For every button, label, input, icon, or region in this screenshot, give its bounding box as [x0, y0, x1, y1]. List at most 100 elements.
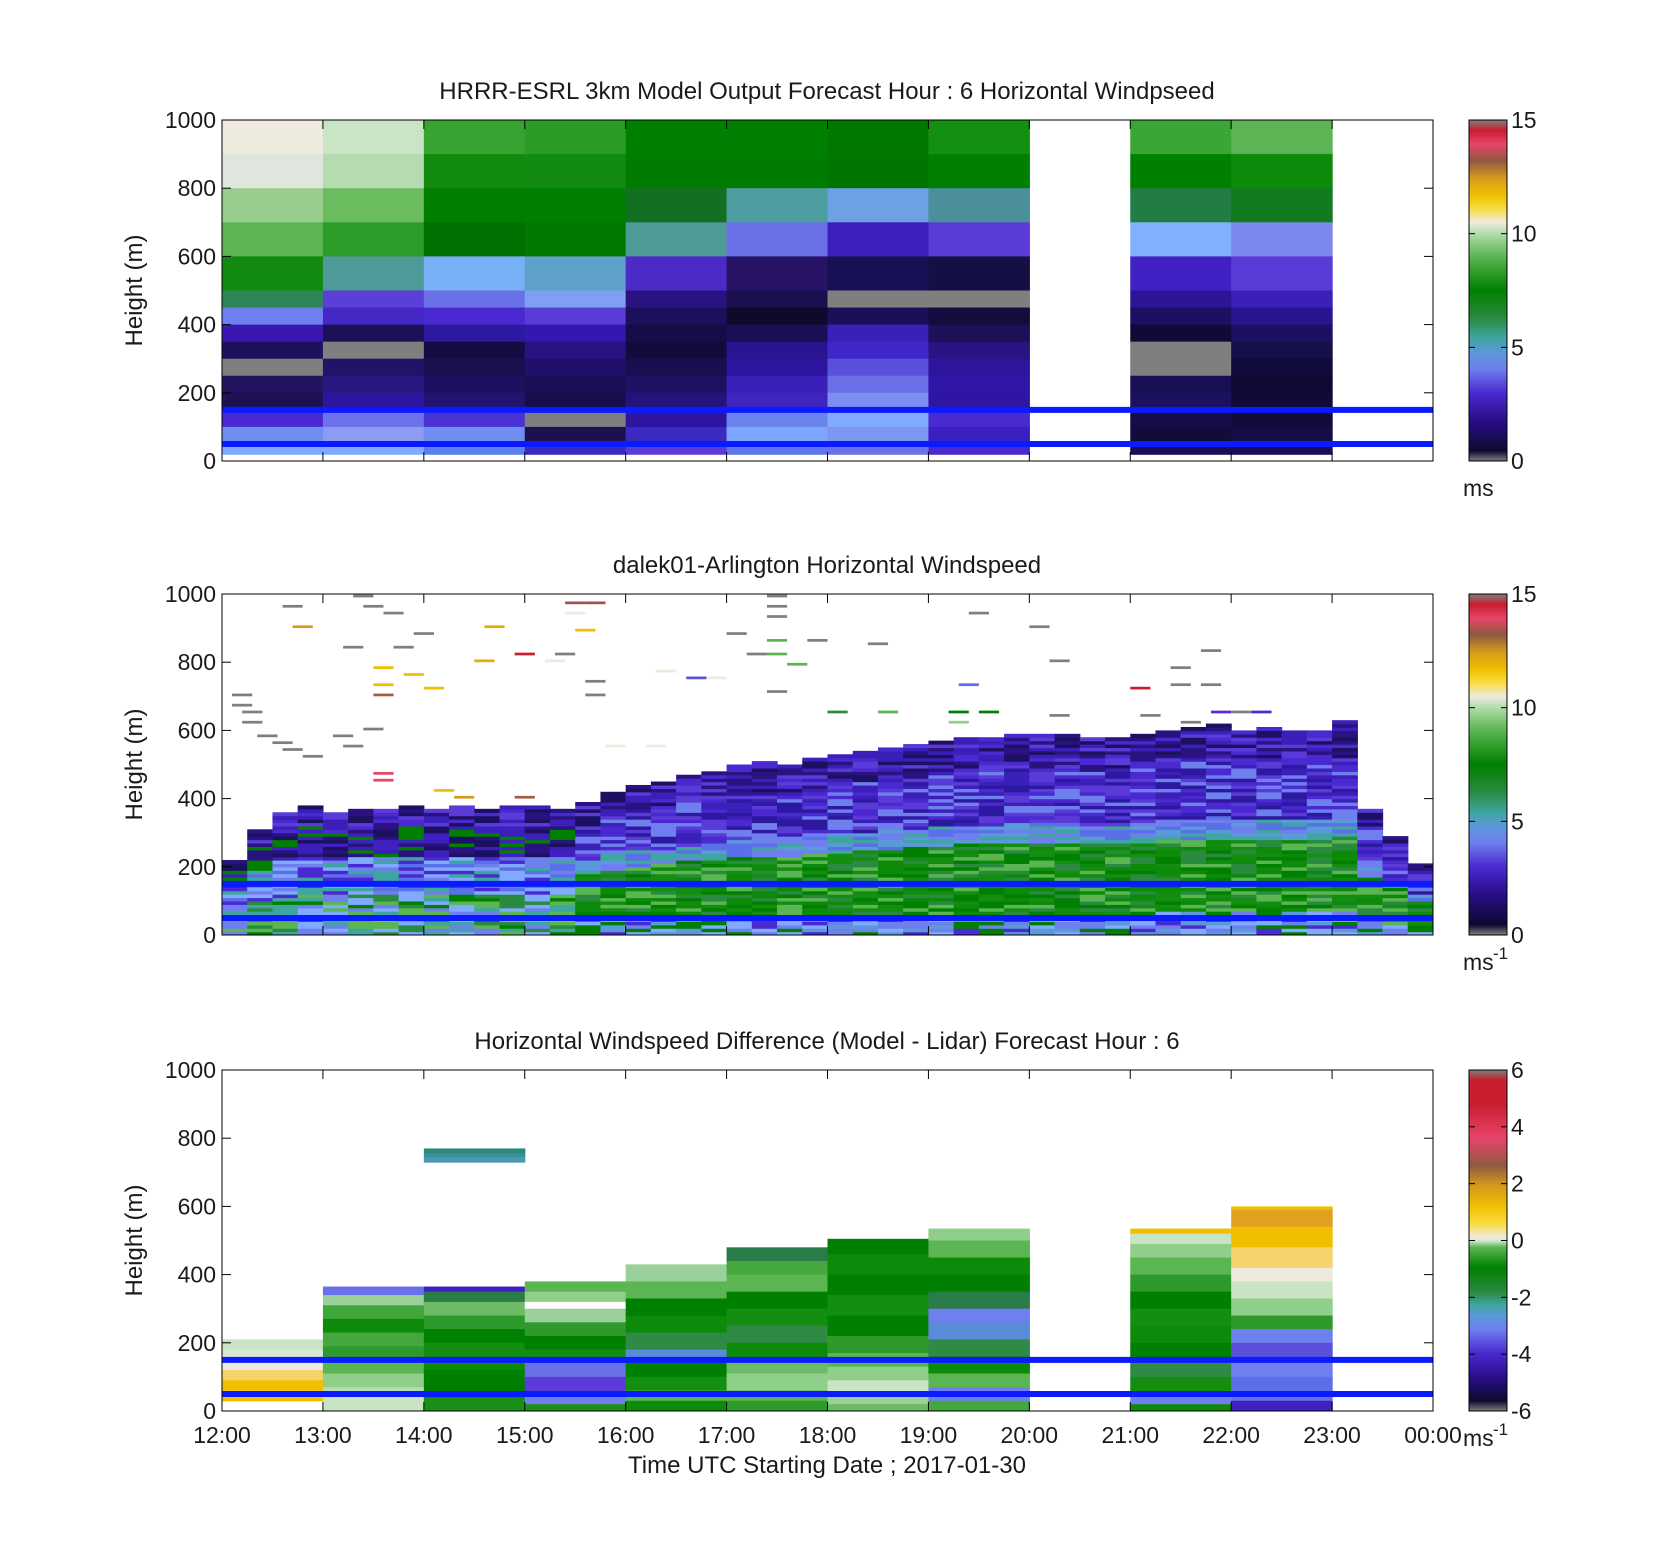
- heatmap-cell: [247, 853, 274, 858]
- heatmap-cell: [701, 778, 728, 783]
- heatmap-cell: [297, 856, 324, 861]
- heatmap-cell: [423, 1286, 526, 1293]
- heatmap-cell: [1205, 740, 1232, 745]
- heatmap-cell: [625, 866, 652, 871]
- heatmap-cell: [1205, 924, 1232, 929]
- heatmap-cell: [625, 900, 652, 905]
- heatmap-cell: [953, 890, 980, 895]
- heatmap-bin: [242, 710, 263, 714]
- heatmap-cell: [1079, 767, 1106, 772]
- heatmap-cell: [322, 341, 425, 360]
- heatmap-cell: [449, 846, 475, 851]
- heatmap-cell: [1079, 744, 1106, 749]
- heatmap-bin: [282, 748, 303, 751]
- heatmap-cell: [852, 928, 879, 933]
- heatmap-cell: [1079, 740, 1106, 745]
- heatmap-cell: [423, 290, 526, 309]
- heatmap-cell: [953, 798, 980, 803]
- heatmap-cell: [827, 931, 854, 935]
- heatmap-cell: [751, 863, 778, 868]
- heatmap-cell: [524, 392, 627, 411]
- heatmap-cell: [726, 836, 753, 841]
- heatmap-cell: [1205, 761, 1232, 766]
- heatmap-bin: [1170, 683, 1191, 687]
- heatmap-cell: [953, 788, 980, 793]
- heatmap-cell: [549, 822, 576, 827]
- heatmap-cell: [625, 887, 652, 892]
- heatmap-cell: [272, 873, 299, 878]
- heatmap-cell: [524, 836, 551, 841]
- heatmap-cell: [1281, 832, 1308, 837]
- heatmap-cell: [549, 825, 576, 830]
- heatmap-cell: [524, 819, 551, 824]
- heatmap-cell: [1382, 856, 1409, 861]
- heatmap-cell: [423, 856, 450, 861]
- heatmap-cell: [726, 887, 753, 892]
- heatmap-cell: [222, 307, 324, 326]
- heatmap-cell: [297, 911, 324, 916]
- heatmap-cell: [1256, 740, 1283, 745]
- heatmap-cell: [953, 887, 980, 892]
- heatmap-cell: [877, 897, 904, 902]
- heatmap-cell: [751, 924, 778, 929]
- heatmap-cell: [373, 808, 400, 813]
- heatmap-cell: [928, 911, 955, 916]
- heatmap-cell: [877, 877, 904, 882]
- heatmap-cell: [1130, 829, 1157, 834]
- heatmap-cell: [1054, 740, 1081, 745]
- heatmap-cell: [1332, 815, 1358, 820]
- heatmap-bin: [413, 632, 434, 635]
- heatmap-cell: [978, 842, 1005, 847]
- heatmap-cell: [524, 1335, 627, 1351]
- heatmap-cell: [1382, 839, 1409, 844]
- heatmap-cell: [1105, 822, 1131, 827]
- heatmap-bin: [1029, 625, 1050, 629]
- heatmap-cell: [978, 750, 1005, 755]
- y-tick-label: 400: [178, 786, 216, 812]
- heatmap-cell: [222, 1349, 324, 1361]
- heatmap-cell: [802, 887, 829, 892]
- heatmap-cell: [726, 154, 829, 189]
- heatmap-cell: [373, 846, 400, 851]
- heatmap-cell: [600, 924, 627, 929]
- heatmap-cell: [600, 842, 627, 847]
- heatmap-cell: [398, 921, 425, 926]
- heatmap-bin: [1170, 666, 1191, 670]
- heatmap-cell: [1155, 747, 1182, 752]
- heatmap-cell: [802, 767, 829, 772]
- heatmap-cell: [953, 791, 980, 796]
- heatmap-cell: [751, 764, 778, 769]
- heatmap-cell: [802, 846, 829, 851]
- heatmap-cell: [827, 921, 854, 926]
- heatmap-cell: [1332, 720, 1358, 725]
- heatmap-cell: [297, 894, 324, 899]
- heatmap-cell: [928, 781, 955, 786]
- heatmap-cell: [499, 853, 526, 858]
- heatmap-cell: [297, 921, 324, 926]
- heatmap-cell: [1130, 859, 1157, 864]
- heatmap-cell: [625, 839, 652, 844]
- heatmap-cell: [600, 900, 627, 905]
- heatmap-cell: [827, 784, 854, 789]
- heatmap-cell: [1029, 870, 1056, 875]
- heatmap-cell: [625, 426, 728, 445]
- heatmap-cell: [877, 798, 904, 803]
- heatmap-cell: [398, 931, 425, 935]
- heatmap-cell: [423, 1156, 526, 1163]
- heatmap-cell: [1332, 907, 1358, 912]
- heatmap-cell: [1130, 426, 1232, 445]
- heatmap-cell: [953, 822, 980, 827]
- heatmap-cell: [549, 873, 576, 878]
- heatmap-cell: [297, 825, 324, 830]
- heatmap-cell: [978, 907, 1005, 912]
- heatmap-cell: [1180, 798, 1207, 803]
- heatmap-cell: [1155, 791, 1182, 796]
- heatmap-cell: [1205, 778, 1232, 783]
- heatmap-cell: [726, 774, 753, 779]
- heatmap-cell: [322, 1295, 425, 1306]
- heatmap-bin: [353, 594, 374, 598]
- heatmap-cell: [802, 808, 829, 813]
- heatmap-cell: [827, 924, 854, 929]
- heatmap-cell: [877, 788, 904, 793]
- heatmap-cell: [1407, 924, 1433, 929]
